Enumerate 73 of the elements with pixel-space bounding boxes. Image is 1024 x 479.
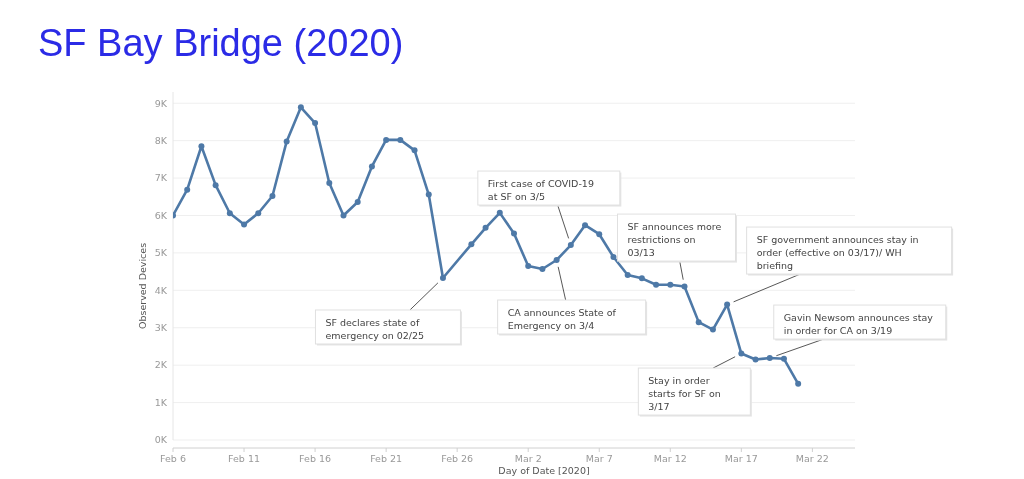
point (425, 191, 432, 198)
point (496, 209, 503, 216)
point (184, 186, 191, 193)
y-tick-label: 2K (154, 359, 168, 371)
x-tick-label: Feb 16 (299, 453, 332, 464)
annotation: SF declares state of emergency on 02/25 (325, 316, 425, 341)
point (738, 350, 745, 357)
annotation: Stay in order starts for SF on 3/17 (648, 375, 721, 413)
point (553, 257, 560, 264)
point (653, 281, 660, 288)
point (724, 301, 731, 308)
point (212, 182, 219, 189)
point (795, 380, 802, 387)
chart-title: SF Bay Bridge (2020) (38, 22, 404, 64)
annotation: SF government announces stay in order (effective on 03/17)/ WH briefing (756, 234, 919, 272)
x-tick-label: Mar 7 (585, 453, 613, 464)
point (638, 275, 645, 282)
y-tick-label: 3K (154, 322, 168, 334)
point (582, 222, 589, 229)
point (198, 143, 205, 150)
point (326, 179, 333, 186)
point (283, 138, 290, 145)
y-tick-label: 8K (154, 134, 168, 146)
point (482, 224, 489, 231)
point (368, 163, 375, 170)
point (226, 210, 233, 217)
point (297, 104, 304, 111)
point (241, 221, 248, 228)
annotation: CA announces State of Emergency on 3/4 (507, 307, 617, 332)
y-tick-label: 1K (154, 396, 168, 408)
y-tick-label: 4K (154, 284, 168, 296)
x-axis-title: Day of Date [2020] (498, 465, 590, 476)
point (610, 254, 617, 261)
x-tick-label: Mar 2 (514, 453, 542, 464)
annotation: Gavin Newsom announces stay in order for CA on 3/19 (783, 312, 934, 337)
y-tick-label: 9K (154, 97, 168, 109)
annotation: SF announces more restrictions on 03/13 (627, 221, 722, 259)
point (681, 283, 688, 290)
x-tick-label: Feb 11 (228, 453, 261, 464)
point (525, 263, 532, 269)
point (709, 326, 716, 333)
x-tick-label: Feb 26 (441, 453, 474, 464)
point (269, 193, 276, 200)
point (780, 355, 787, 362)
y-tick-label: 0K (154, 434, 168, 446)
x-tick-label: Feb 21 (370, 453, 403, 464)
point (567, 242, 574, 249)
y-tick-label: 6K (154, 209, 168, 221)
x-tick-label: Mar 17 (724, 453, 758, 464)
point (766, 355, 773, 362)
point (752, 356, 759, 363)
point (312, 120, 319, 127)
point (596, 231, 603, 238)
point (468, 241, 475, 248)
point (411, 147, 418, 154)
x-tick-label: Mar 22 (795, 453, 829, 464)
point (255, 210, 262, 217)
point (667, 281, 674, 288)
y-tick-label: 7K (154, 172, 168, 184)
x-tick-label: Mar 12 (653, 453, 687, 464)
point (397, 136, 404, 143)
point (383, 136, 390, 143)
point (511, 230, 517, 237)
point (624, 271, 631, 278)
y-tick-label: 5K (154, 247, 168, 259)
point (539, 265, 546, 272)
y-axis-title: Observed Devices (137, 242, 148, 330)
point (695, 319, 702, 326)
point (439, 274, 446, 281)
point (354, 199, 361, 206)
point (340, 212, 347, 219)
annotation: First case of COVID-19 at SF on 3/5 (487, 178, 594, 203)
x-tick-label: Feb 6 (160, 453, 186, 464)
